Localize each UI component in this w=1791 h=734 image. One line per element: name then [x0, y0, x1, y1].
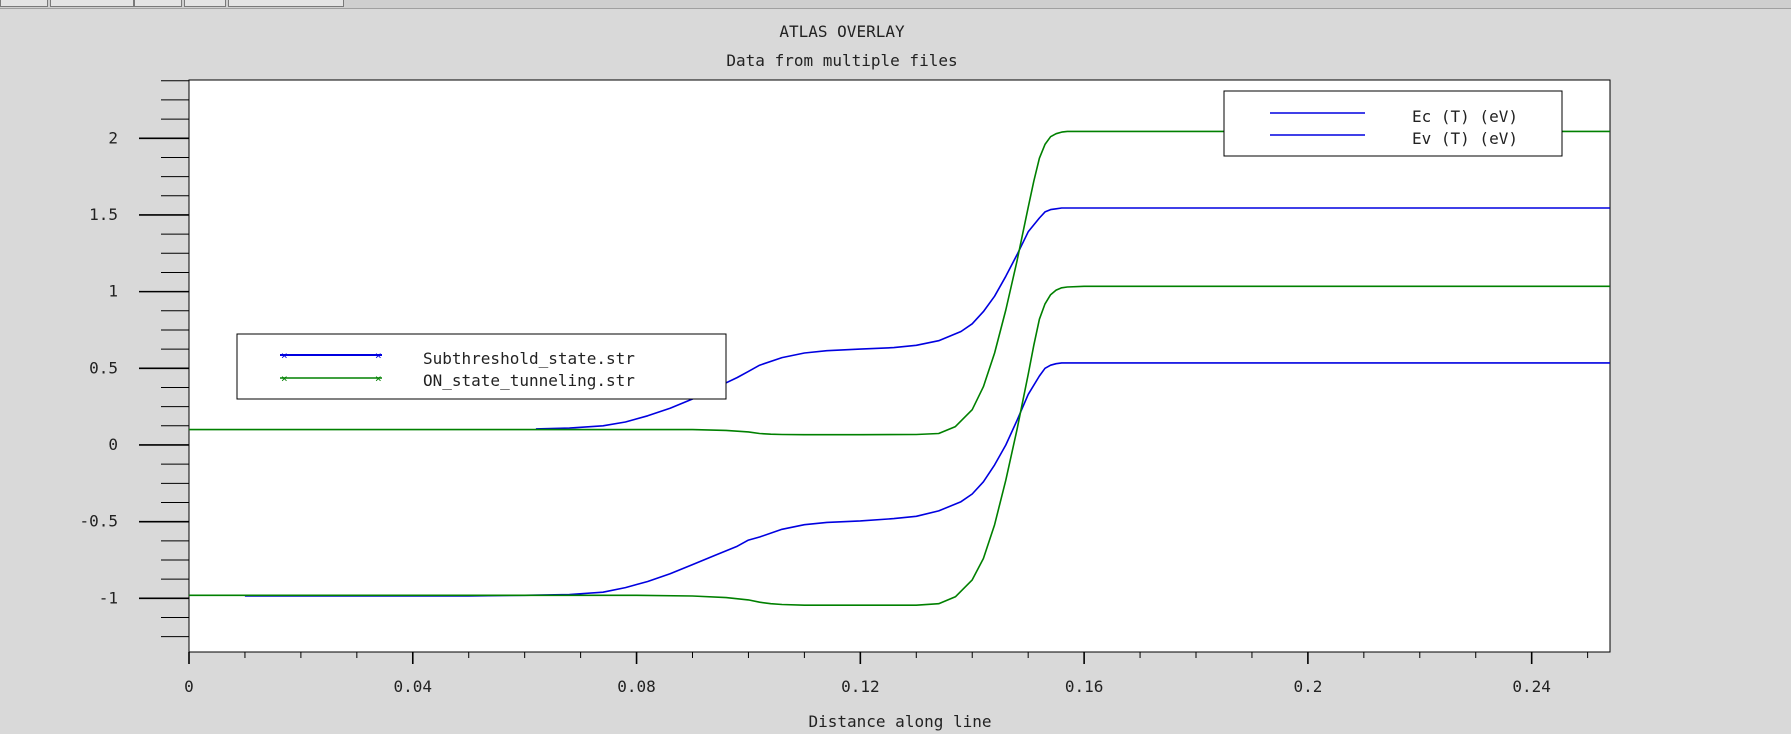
- y-axis: -1 -0.5 0 0.5 1 1.5 2: [79, 80, 189, 638]
- file-legend: × × Subthreshold_state.str × × ON_state_…: [236, 333, 727, 400]
- x-axis-label: Distance along line: [808, 712, 991, 731]
- y-tick-label: -0.5: [79, 512, 118, 531]
- file-legend-box: [236, 333, 727, 400]
- y-tick-label: -1: [99, 588, 118, 607]
- quantity-legend-label-ev: Ev (T) (eV): [1412, 129, 1518, 148]
- series-subthreshold-ev-line: [244, 362, 1610, 597]
- y-tick-label: 0: [108, 435, 118, 454]
- x-tick-label: 0.16: [1065, 677, 1104, 696]
- toolbar-button[interactable]: [184, 0, 226, 7]
- series-subthreshold-ec-line: [535, 207, 1610, 430]
- quantity-legend: Ec (T) (eV) Ev (T) (eV): [1223, 90, 1563, 157]
- x-tick-label: 0.12: [841, 677, 880, 696]
- series-on-state-ev-line: [189, 285, 1610, 607]
- y-tick-label: 1: [108, 282, 118, 301]
- toolbar-field[interactable]: [50, 0, 134, 7]
- toolbar-button[interactable]: [134, 0, 182, 7]
- x-tick-label: 0.24: [1512, 677, 1551, 696]
- file-legend-marker-right: ×: [375, 372, 382, 385]
- file-legend-marker-left: ×: [281, 349, 288, 362]
- quantity-legend-box: [1223, 90, 1563, 157]
- toolbar-field[interactable]: [228, 0, 344, 7]
- series-layer: [189, 130, 1610, 607]
- chart-title: ATLAS OVERLAY: [779, 22, 905, 41]
- toolbar-strip: [0, 0, 1791, 9]
- x-tick-label: 0.08: [617, 677, 656, 696]
- file-legend-label-on-state: ON_state_tunneling.str: [423, 371, 635, 390]
- quantity-legend-label-ec: Ec (T) (eV): [1412, 107, 1518, 126]
- toolbar-button[interactable]: [0, 0, 48, 7]
- x-tick-label: 0.04: [394, 677, 433, 696]
- y-tick-label: 1.5: [89, 205, 118, 224]
- file-legend-marker-right: ×: [375, 349, 382, 362]
- chart-subtitle: Data from multiple files: [726, 51, 957, 70]
- file-legend-marker-left: ×: [281, 372, 288, 385]
- x-tick-label: 0.2: [1293, 677, 1322, 696]
- series-on-state-ec-line: [189, 130, 1610, 436]
- x-axis: 0 0.04 0.08 0.12 0.16 0.2 0.24: [184, 652, 1589, 696]
- file-legend-label-subthreshold: Subthreshold_state.str: [423, 349, 635, 368]
- y-tick-label: 0.5: [89, 358, 118, 377]
- x-tick-label: 0: [184, 677, 194, 696]
- y-tick-label: 2: [108, 128, 118, 147]
